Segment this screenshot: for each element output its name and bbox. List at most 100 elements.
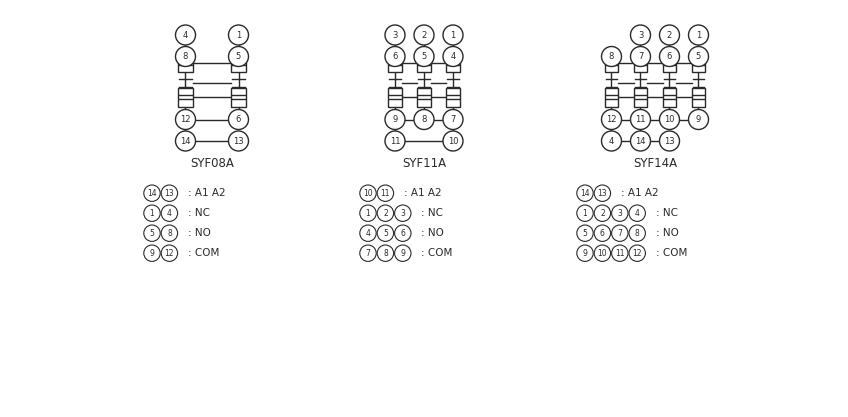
- Text: 11: 11: [615, 249, 624, 258]
- Circle shape: [360, 185, 377, 201]
- Bar: [388, 88, 403, 106]
- Circle shape: [443, 47, 463, 66]
- Text: SYF11A: SYF11A: [402, 157, 446, 170]
- Circle shape: [144, 225, 160, 241]
- Bar: [445, 88, 460, 106]
- Circle shape: [611, 225, 628, 241]
- Circle shape: [443, 131, 463, 151]
- Circle shape: [360, 245, 377, 261]
- Text: : NC: : NC: [656, 208, 678, 218]
- Circle shape: [660, 131, 679, 151]
- Text: 5: 5: [583, 229, 588, 238]
- Text: : NO: : NO: [421, 228, 444, 238]
- Circle shape: [144, 205, 160, 221]
- Bar: [231, 88, 246, 106]
- Text: 3: 3: [638, 30, 643, 40]
- Text: : COM: : COM: [656, 248, 687, 258]
- Circle shape: [631, 47, 650, 66]
- Text: 9: 9: [393, 115, 398, 124]
- Text: 2: 2: [600, 208, 605, 218]
- Circle shape: [577, 245, 594, 261]
- Text: 4: 4: [635, 208, 639, 218]
- Circle shape: [601, 110, 622, 130]
- Bar: [663, 53, 676, 72]
- Circle shape: [601, 131, 622, 151]
- Text: 10: 10: [363, 189, 373, 198]
- Circle shape: [660, 25, 679, 45]
- Text: 4: 4: [450, 52, 455, 61]
- Circle shape: [161, 205, 177, 221]
- Circle shape: [360, 225, 377, 241]
- Circle shape: [176, 25, 196, 45]
- Text: 1: 1: [450, 30, 455, 40]
- Circle shape: [385, 110, 405, 130]
- Circle shape: [377, 185, 393, 201]
- Circle shape: [443, 110, 463, 130]
- Text: 6: 6: [400, 229, 405, 238]
- Circle shape: [161, 245, 177, 261]
- Bar: [663, 88, 676, 106]
- Text: 5: 5: [696, 52, 701, 61]
- Circle shape: [161, 225, 177, 241]
- Circle shape: [394, 245, 411, 261]
- Circle shape: [594, 245, 611, 261]
- Bar: [445, 53, 460, 72]
- Text: 7: 7: [617, 229, 622, 238]
- Bar: [605, 88, 618, 106]
- Circle shape: [629, 245, 645, 261]
- Circle shape: [611, 245, 628, 261]
- Text: 1: 1: [696, 30, 701, 40]
- Text: : A1 A2: : A1 A2: [187, 188, 226, 198]
- Text: 11: 11: [635, 115, 645, 124]
- Circle shape: [377, 245, 393, 261]
- Text: 8: 8: [383, 249, 388, 258]
- Text: 6: 6: [236, 115, 241, 124]
- Text: 12: 12: [606, 115, 616, 124]
- Text: 5: 5: [236, 52, 241, 61]
- Text: 6: 6: [393, 52, 398, 61]
- Bar: [633, 53, 647, 72]
- Circle shape: [394, 205, 411, 221]
- Text: 10: 10: [448, 136, 458, 146]
- Circle shape: [176, 110, 196, 130]
- Text: 14: 14: [148, 189, 157, 198]
- Circle shape: [594, 205, 611, 221]
- Text: : COM: : COM: [421, 248, 453, 258]
- Text: 2: 2: [667, 30, 672, 40]
- Text: 4: 4: [167, 208, 172, 218]
- Text: 2: 2: [383, 208, 388, 218]
- Bar: [692, 53, 706, 72]
- Text: 13: 13: [664, 136, 675, 146]
- Text: SYF14A: SYF14A: [633, 157, 677, 170]
- Text: 12: 12: [633, 249, 642, 258]
- Text: 8: 8: [609, 52, 614, 61]
- Text: : NC: : NC: [421, 208, 444, 218]
- Text: 2: 2: [421, 30, 427, 40]
- Circle shape: [161, 185, 177, 201]
- Text: 5: 5: [149, 229, 154, 238]
- Text: 1: 1: [365, 208, 371, 218]
- Text: 9: 9: [400, 249, 405, 258]
- Text: 7: 7: [450, 115, 455, 124]
- Circle shape: [594, 185, 611, 201]
- Circle shape: [631, 131, 650, 151]
- Text: : NC: : NC: [187, 208, 209, 218]
- Text: 8: 8: [635, 229, 639, 238]
- Bar: [605, 53, 618, 72]
- Text: 4: 4: [183, 30, 188, 40]
- Circle shape: [689, 110, 708, 130]
- Text: 3: 3: [393, 30, 398, 40]
- Text: 8: 8: [421, 115, 427, 124]
- Circle shape: [228, 47, 248, 66]
- Text: 8: 8: [167, 229, 172, 238]
- Circle shape: [594, 225, 611, 241]
- Circle shape: [629, 225, 645, 241]
- Text: 3: 3: [617, 208, 622, 218]
- Text: 14: 14: [181, 136, 191, 146]
- Circle shape: [414, 110, 434, 130]
- Text: 8: 8: [183, 52, 188, 61]
- Circle shape: [414, 25, 434, 45]
- Circle shape: [228, 131, 248, 151]
- Text: 11: 11: [390, 136, 400, 146]
- Circle shape: [577, 205, 594, 221]
